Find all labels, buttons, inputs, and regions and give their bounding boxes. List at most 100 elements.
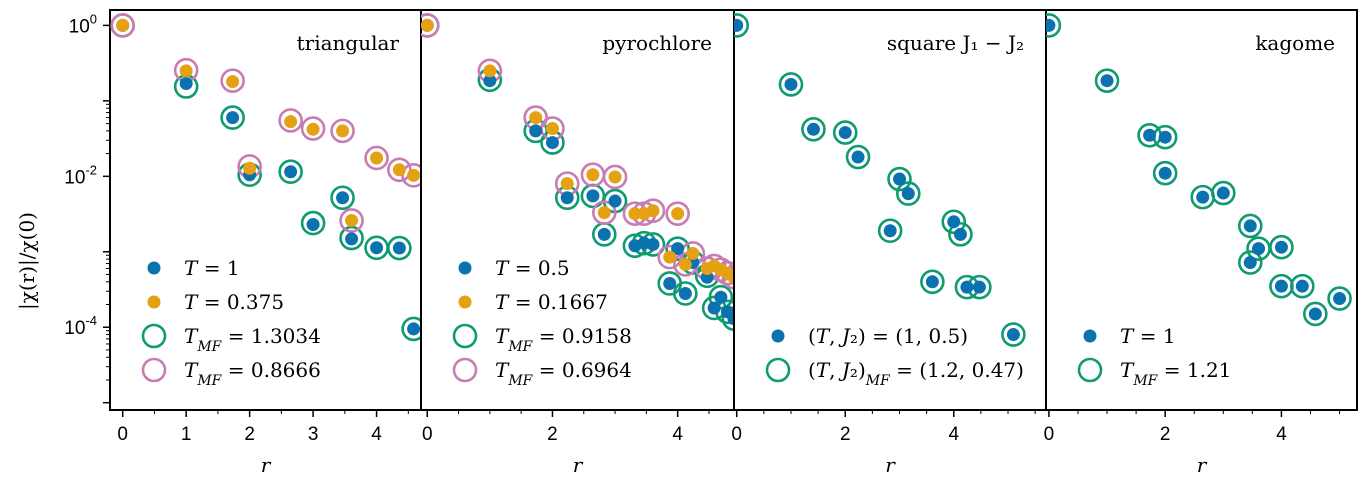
data-point-ring <box>1269 234 1294 260</box>
data-point <box>838 126 852 140</box>
data-point-ring <box>339 208 364 233</box>
data-point <box>686 246 700 260</box>
x-tick-label: 2 <box>1160 424 1171 445</box>
legend-label: (T, J₂)MF = (1.2, 0.47) <box>808 358 1024 389</box>
data-point <box>671 207 685 221</box>
data-point <box>370 241 384 255</box>
data-point <box>529 111 543 125</box>
data-point-ring <box>602 164 628 190</box>
data-point <box>628 207 642 221</box>
data-point <box>608 194 622 208</box>
data-point <box>1216 186 1230 200</box>
data-point <box>972 280 986 294</box>
data-point <box>1295 279 1309 293</box>
x-tick-label: 0 <box>117 424 128 445</box>
data-point-ring <box>278 159 303 185</box>
data-point-ring <box>401 316 421 342</box>
data-point <box>306 217 320 231</box>
data-point-ring <box>877 218 903 244</box>
panel-pyrochlore: 0 2 4 r pyrochlore T = 0.5 T = 0.1667 TMF = 0.9… <box>420 9 735 477</box>
data-point <box>851 150 865 164</box>
data-point-ring <box>110 13 135 38</box>
y-tick-label: 100 <box>69 11 97 37</box>
x-tick-label: 2 <box>840 424 851 445</box>
panel-square: 0 2 4 r square J₁ − J₂ (T, J₂) = (1, 0.5) (T, … <box>731 9 1047 477</box>
data-point <box>560 191 574 205</box>
legend-label: T = 0.375 <box>184 290 284 314</box>
data-point <box>1308 307 1322 321</box>
data-point-ring <box>1237 250 1263 275</box>
panel-title: square J₁ − J₂ <box>887 31 1024 55</box>
data-point <box>901 187 915 201</box>
x-tick-label: 4 <box>371 424 382 445</box>
data-point <box>678 257 692 271</box>
data-point <box>597 227 611 241</box>
data-point <box>892 172 906 186</box>
data-point <box>529 124 543 138</box>
data-point <box>586 168 600 182</box>
data-point <box>560 177 574 191</box>
legend-label: TMF = 0.8666 <box>184 358 321 389</box>
data-point <box>284 165 298 179</box>
data-point <box>608 170 622 184</box>
panel-kagome: 0 2 4 r kagome T = 1 TMF = 1.21 <box>1044 9 1358 477</box>
legend-marker <box>771 329 785 343</box>
x-axis-label: r <box>1197 453 1208 477</box>
data-point <box>671 242 685 256</box>
legend-label: T = 0.1667 <box>495 290 608 314</box>
data-point <box>345 232 359 246</box>
data-point <box>179 64 193 78</box>
data-point <box>953 227 967 241</box>
data-point-ring <box>278 108 303 133</box>
legend-marker <box>452 357 478 383</box>
data-point-ring <box>895 181 921 206</box>
data-point <box>707 301 721 315</box>
panel-frame <box>733 9 1047 411</box>
data-point <box>663 250 677 264</box>
data-point-ring <box>708 284 734 310</box>
panel-title: triangular <box>297 31 400 55</box>
panel-frame <box>1045 9 1358 411</box>
data-point-ring <box>1289 273 1315 299</box>
legend-label: TMF = 1.3034 <box>184 324 321 355</box>
data-point <box>336 191 350 205</box>
legend-marker <box>765 357 791 383</box>
x-tick-label: 3 <box>308 424 319 445</box>
data-point <box>1046 18 1056 32</box>
legend-marker <box>147 261 161 275</box>
legend-marker <box>1083 329 1097 343</box>
data-point-ring <box>591 200 617 225</box>
data-point-ring <box>920 269 945 295</box>
data-point-ring <box>421 13 440 38</box>
x-tick-label: 0 <box>731 424 742 445</box>
x-axis-label: r <box>885 453 896 477</box>
data-point-ring <box>220 105 245 130</box>
data-point-ring <box>1046 13 1062 38</box>
data-point-ring <box>220 68 245 93</box>
data-point-ring <box>673 281 698 306</box>
x-axis-label: r <box>261 453 272 477</box>
data-point-ring <box>941 209 967 235</box>
data-point <box>1274 279 1288 293</box>
legend-marker <box>141 357 167 383</box>
x-tick-label: 2 <box>244 424 255 445</box>
data-point <box>1158 130 1172 144</box>
data-point <box>116 18 130 32</box>
data-point <box>1196 190 1210 204</box>
data-point-ring <box>339 225 364 251</box>
legend-marker <box>458 295 472 309</box>
data-point <box>483 64 497 78</box>
legend-label: (T, J₂) = (1, 0.5) <box>808 324 968 348</box>
data-point <box>678 286 692 300</box>
panel-title: pyrochlore <box>602 31 712 55</box>
data-point-ring <box>1327 286 1352 311</box>
data-point-ring <box>778 72 804 97</box>
data-point <box>1158 166 1172 180</box>
data-point-ring <box>832 120 858 145</box>
legend-label: T = 1 <box>1120 324 1176 348</box>
data-point <box>925 275 939 289</box>
data-point <box>407 168 421 182</box>
data-point <box>947 215 961 229</box>
data-point <box>407 322 421 336</box>
panel-triangular: 0 1 2 3 4 r triangular T = 1 T = 0.375 TMF = 1.30… <box>109 9 422 477</box>
